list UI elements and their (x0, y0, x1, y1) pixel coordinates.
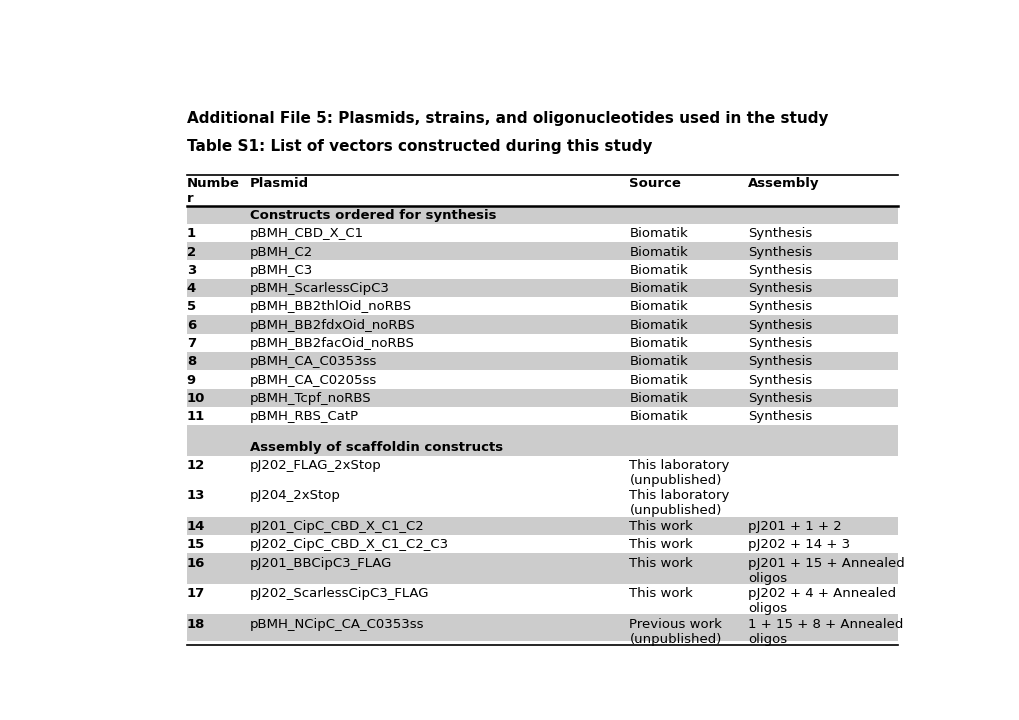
Bar (186, 456, 898, 486)
Bar (186, 279, 898, 297)
Bar (186, 352, 898, 370)
Text: Assembly: Assembly (747, 177, 818, 190)
Text: 2: 2 (186, 246, 196, 258)
Text: pBMH_NCipC_CA_C0353ss: pBMH_NCipC_CA_C0353ss (250, 618, 424, 631)
Text: pBMH_RBS_CatP: pBMH_RBS_CatP (250, 410, 359, 423)
Text: pJ201 + 15 + Annealed
oligos: pJ201 + 15 + Annealed oligos (747, 557, 904, 585)
Bar (186, 370, 898, 389)
Text: pBMH_CBD_X_C1: pBMH_CBD_X_C1 (250, 228, 364, 240)
Text: 10: 10 (186, 392, 205, 405)
Text: Synthesis: Synthesis (747, 246, 811, 258)
Text: Table S1: List of vectors constructed during this study: Table S1: List of vectors constructed du… (186, 139, 651, 154)
Text: Biomatik: Biomatik (629, 319, 688, 332)
Text: Synthesis: Synthesis (747, 374, 811, 387)
Text: 11: 11 (186, 410, 205, 423)
Text: 15: 15 (186, 539, 205, 552)
Text: pJ201_CipC_CBD_X_C1_C2: pJ201_CipC_CBD_X_C1_C2 (250, 520, 424, 533)
Text: Previous work
(unpublished): Previous work (unpublished) (629, 618, 721, 646)
Text: 14: 14 (186, 520, 205, 533)
Bar (186, 553, 898, 584)
Text: Biomatik: Biomatik (629, 337, 688, 350)
Bar (186, 584, 898, 614)
Text: 1 + 15 + 8 + Annealed
oligos: 1 + 15 + 8 + Annealed oligos (747, 618, 903, 646)
Text: Synthesis: Synthesis (747, 228, 811, 240)
Text: This laboratory
(unpublished): This laboratory (unpublished) (629, 459, 730, 487)
Bar (186, 315, 898, 333)
Text: Constructs ordered for synthesis: Constructs ordered for synthesis (250, 209, 496, 222)
Bar (186, 224, 898, 242)
Text: pJ202_FLAG_2xStop: pJ202_FLAG_2xStop (250, 459, 381, 472)
Text: 17: 17 (186, 587, 205, 600)
Text: Synthesis: Synthesis (747, 264, 811, 276)
Text: Source: Source (629, 177, 681, 190)
Bar (186, 517, 898, 535)
Text: 12: 12 (186, 459, 205, 472)
Text: This work: This work (629, 539, 693, 552)
Text: Biomatik: Biomatik (629, 410, 688, 423)
Text: This laboratory
(unpublished): This laboratory (unpublished) (629, 490, 730, 518)
Bar (186, 206, 898, 224)
Text: Plasmid: Plasmid (250, 177, 309, 190)
Text: Synthesis: Synthesis (747, 355, 811, 369)
Text: 5: 5 (186, 300, 196, 313)
Text: Synthesis: Synthesis (747, 282, 811, 295)
Text: pJ201 + 1 + 2: pJ201 + 1 + 2 (747, 520, 841, 533)
Bar (186, 333, 898, 352)
Text: 16: 16 (186, 557, 205, 570)
Bar (186, 614, 898, 644)
Text: Biomatik: Biomatik (629, 246, 688, 258)
Text: 18: 18 (186, 618, 205, 631)
Bar (186, 389, 898, 407)
Text: pBMH_BB2fdxOid_noRBS: pBMH_BB2fdxOid_noRBS (250, 319, 416, 332)
Bar (186, 437, 898, 456)
Text: Biomatik: Biomatik (629, 355, 688, 369)
Text: Synthesis: Synthesis (747, 337, 811, 350)
Bar (186, 535, 898, 553)
Bar (186, 297, 898, 315)
Text: pBMH_BB2thlOid_noRBS: pBMH_BB2thlOid_noRBS (250, 300, 412, 313)
Text: This work: This work (629, 587, 693, 600)
Text: Numbe
r: Numbe r (186, 177, 239, 205)
Text: This work: This work (629, 520, 693, 533)
Text: This work: This work (629, 557, 693, 570)
Text: Synthesis: Synthesis (747, 300, 811, 313)
Bar (186, 242, 898, 261)
Text: 13: 13 (186, 490, 205, 503)
Text: pBMH_ScarlessCipC3: pBMH_ScarlessCipC3 (250, 282, 389, 295)
Text: pBMH_C2: pBMH_C2 (250, 246, 313, 258)
Text: 7: 7 (186, 337, 196, 350)
Text: pJ204_2xStop: pJ204_2xStop (250, 490, 340, 503)
Bar (186, 425, 898, 437)
Text: 8: 8 (186, 355, 196, 369)
Text: Assembly of scaffoldin constructs: Assembly of scaffoldin constructs (250, 441, 502, 454)
Text: 1: 1 (186, 228, 196, 240)
Text: Biomatik: Biomatik (629, 264, 688, 276)
Text: 9: 9 (186, 374, 196, 387)
Text: pJ202 + 4 + Annealed
oligos: pJ202 + 4 + Annealed oligos (747, 587, 896, 615)
Text: Additional File 5: Plasmids, strains, and oligonucleotides used in the study: Additional File 5: Plasmids, strains, an… (186, 112, 827, 126)
Text: pBMH_CA_C0205ss: pBMH_CA_C0205ss (250, 374, 377, 387)
Text: pJ201_BBCipC3_FLAG: pJ201_BBCipC3_FLAG (250, 557, 392, 570)
Text: pBMH_CA_C0353ss: pBMH_CA_C0353ss (250, 355, 377, 369)
Text: Biomatik: Biomatik (629, 228, 688, 240)
Text: 6: 6 (186, 319, 196, 332)
Bar (186, 486, 898, 517)
Text: pJ202_CipC_CBD_X_C1_C2_C3: pJ202_CipC_CBD_X_C1_C2_C3 (250, 539, 448, 552)
Bar (186, 407, 898, 425)
Text: Biomatik: Biomatik (629, 282, 688, 295)
Text: Synthesis: Synthesis (747, 392, 811, 405)
Text: Synthesis: Synthesis (747, 319, 811, 332)
Text: Biomatik: Biomatik (629, 392, 688, 405)
Bar (186, 261, 898, 279)
Text: pBMH_Tcpf_noRBS: pBMH_Tcpf_noRBS (250, 392, 371, 405)
Text: Biomatik: Biomatik (629, 374, 688, 387)
Text: 4: 4 (186, 282, 196, 295)
Text: pJ202_ScarlessCipC3_FLAG: pJ202_ScarlessCipC3_FLAG (250, 587, 429, 600)
Text: pJ202 + 14 + 3: pJ202 + 14 + 3 (747, 539, 849, 552)
Text: pBMH_BB2facOid_noRBS: pBMH_BB2facOid_noRBS (250, 337, 415, 350)
Text: pBMH_C3: pBMH_C3 (250, 264, 313, 276)
Text: 3: 3 (186, 264, 196, 276)
Text: Synthesis: Synthesis (747, 410, 811, 423)
Text: Biomatik: Biomatik (629, 300, 688, 313)
